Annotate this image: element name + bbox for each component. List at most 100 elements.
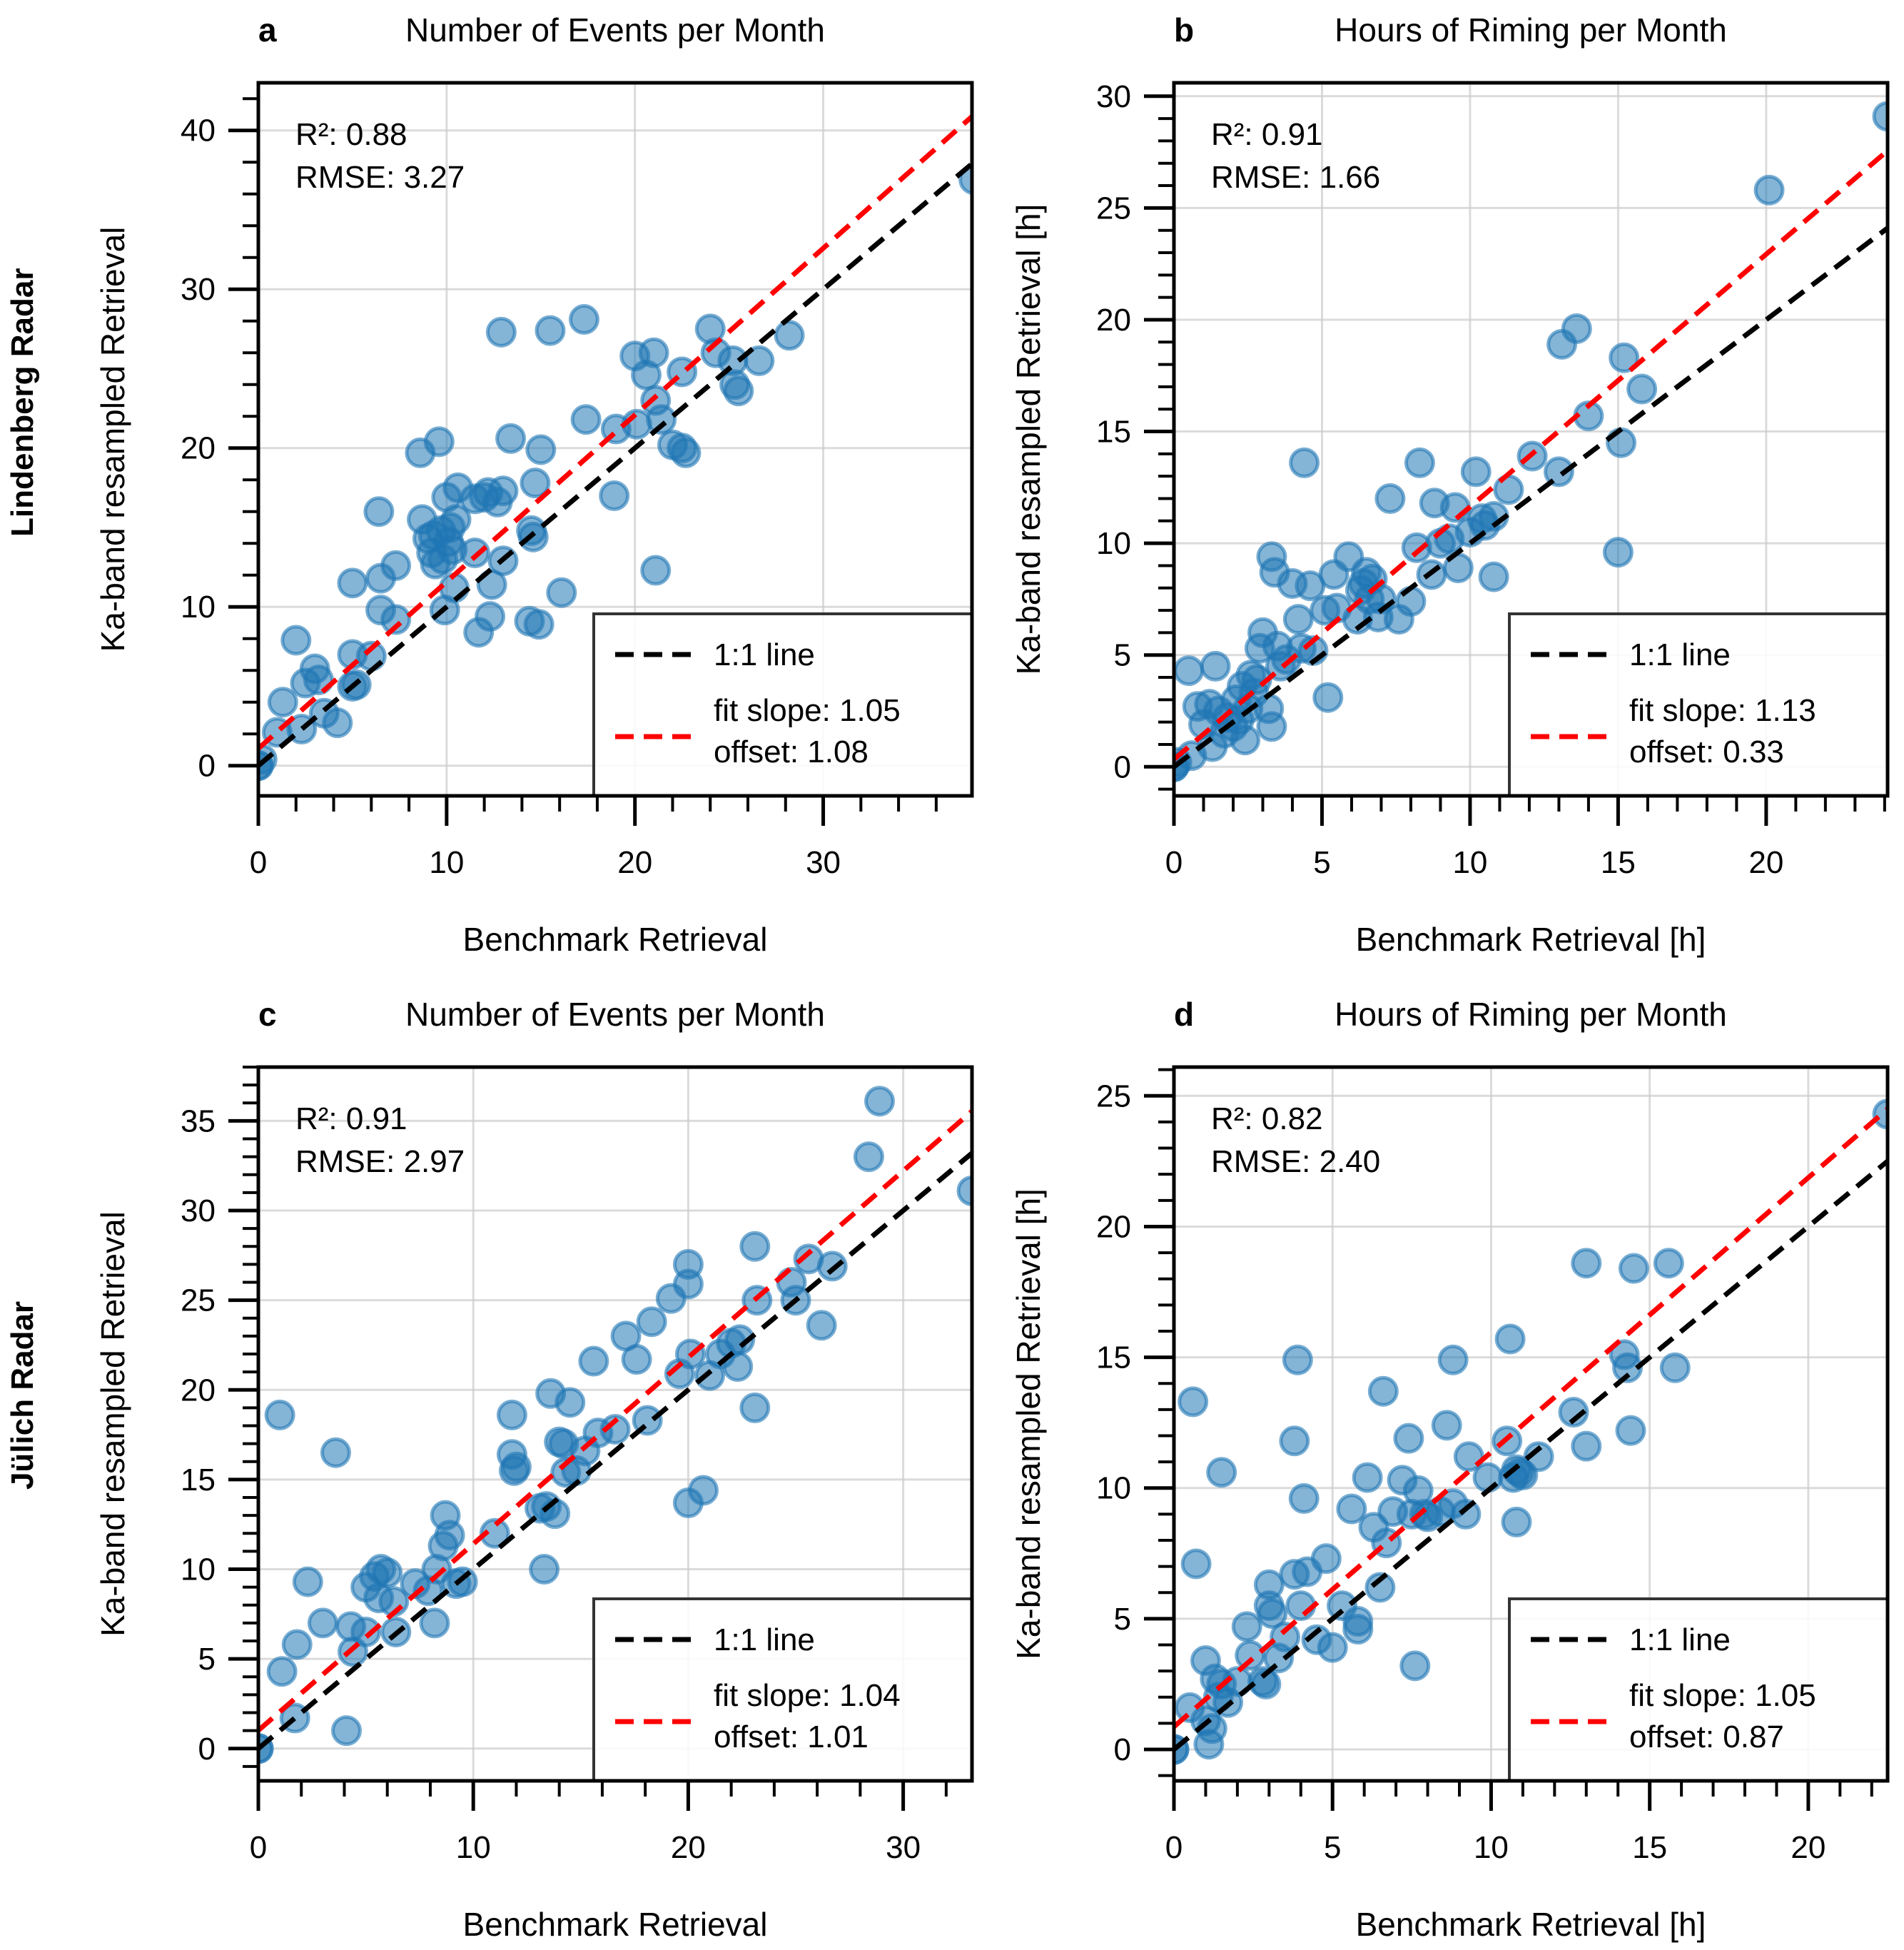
legend-fit-label-1: fit slope: 1.05	[714, 693, 901, 728]
y-tick-label: 25	[1096, 191, 1131, 226]
y-tick-label: 25	[181, 1283, 216, 1318]
data-point	[1395, 586, 1427, 617]
data-point	[853, 1141, 884, 1173]
y-axis-label: Ka-band resampled Retrieval [h]	[1010, 204, 1047, 675]
x-tick-label: 20	[1791, 1830, 1825, 1865]
data-point	[529, 1554, 560, 1585]
data-point	[744, 345, 775, 376]
data-point	[687, 1475, 719, 1506]
data-point	[546, 577, 577, 608]
data-point	[1472, 1462, 1504, 1493]
scatter-points	[1174, 101, 1888, 782]
data-point	[1523, 1441, 1554, 1472]
data-point	[525, 434, 557, 465]
data-point	[266, 1656, 298, 1687]
legend: 1:1 line fit slope: 1.13 offset: 0.33	[1508, 612, 1889, 797]
legend-box	[592, 612, 973, 797]
y-tick-label: 5	[1114, 1602, 1131, 1637]
axes-frame	[1172, 81, 1890, 798]
data-point	[956, 1175, 972, 1206]
data-point	[1317, 1632, 1348, 1663]
y-tick-label: 20	[1096, 1209, 1131, 1244]
data-point	[1282, 604, 1314, 635]
x-axis-label: Benchmark Retrieval	[463, 921, 768, 958]
data-point	[475, 601, 506, 632]
data-point	[1367, 1375, 1399, 1407]
legend-fit-label-2: offset: 1.01	[714, 1719, 869, 1754]
x-tick-label: 15	[1632, 1830, 1667, 1865]
data-point	[638, 337, 669, 368]
data-point	[1282, 1344, 1313, 1375]
reference-lines	[258, 114, 972, 768]
y-axis: 0 5 10 15 20 25	[1096, 1068, 1174, 1777]
y-axis-label: Ka-band resampled Retrieval	[94, 227, 131, 652]
axes-frame	[256, 1065, 974, 1783]
y-tick-label: 30	[181, 272, 216, 307]
r2-label: R²: 0.91	[295, 1101, 407, 1136]
x-tick-label: 10	[1474, 1830, 1509, 1865]
data-point	[1478, 561, 1509, 592]
data-point	[1606, 427, 1637, 458]
data-point	[440, 504, 472, 535]
data-point	[672, 1268, 704, 1300]
fit-line	[258, 1109, 972, 1733]
legend-fit-label-1: fit slope: 1.05	[1629, 1678, 1816, 1713]
data-point	[1543, 456, 1574, 487]
data-point	[380, 604, 412, 635]
data-point	[1289, 447, 1320, 478]
reference-lines	[1174, 1107, 1888, 1752]
data-point	[1235, 1640, 1266, 1671]
data-point	[646, 404, 677, 435]
data-point	[1571, 1430, 1602, 1462]
data-point	[1561, 313, 1592, 344]
y-tick-label: 20	[181, 431, 216, 466]
panel-letter: a	[258, 11, 277, 49]
data-point	[330, 1715, 362, 1747]
data-point	[434, 1520, 465, 1551]
data-point	[459, 537, 490, 569]
data-point	[816, 1251, 848, 1282]
x-tick-label: 0	[250, 1830, 267, 1865]
panel-a: a Number of Events per Month R²: 0.88 RMSE:…	[94, 11, 974, 958]
legend: 1:1 line fit slope: 1.04 offset: 1.01	[592, 1597, 973, 1782]
x-axis: 0 10 20 30	[250, 1781, 948, 1865]
data-point	[363, 496, 395, 527]
data-point	[495, 423, 527, 454]
y-tick-label: 35	[181, 1103, 216, 1138]
x-tick-label: 5	[1324, 1830, 1341, 1865]
data-point	[322, 707, 353, 739]
x-tick-label: 20	[1748, 845, 1783, 880]
data-point	[523, 609, 555, 640]
legend-fit-label-1: fit slope: 1.13	[1629, 693, 1816, 728]
data-point	[1404, 447, 1435, 478]
y-tick-label: 10	[1096, 1471, 1131, 1506]
data-point	[350, 1616, 382, 1647]
legend-one-to-one-label: 1:1 line	[714, 1622, 815, 1657]
y-tick-label: 5	[198, 1642, 216, 1677]
data-point	[723, 375, 754, 407]
x-tick-label: 10	[429, 845, 464, 880]
data-point	[774, 320, 805, 351]
data-point	[1279, 1425, 1310, 1457]
data-point	[555, 1387, 586, 1418]
x-tick-label: 10	[456, 1830, 491, 1865]
y-tick-label: 15	[181, 1462, 216, 1497]
data-point	[640, 555, 672, 586]
data-point	[1364, 1572, 1396, 1603]
reference-lines	[1174, 148, 1888, 769]
y-tick-label: 10	[181, 590, 216, 625]
reference-lines	[258, 1109, 972, 1751]
x-axis-label: Benchmark Retrieval [h]	[1356, 1906, 1706, 1943]
x-tick-label: 0	[1165, 845, 1183, 880]
data-point	[380, 550, 412, 581]
data-point	[1609, 342, 1640, 373]
y-tick-label: 15	[1096, 415, 1131, 450]
data-point	[419, 1607, 450, 1639]
data-point	[1312, 682, 1344, 713]
data-point	[621, 1344, 652, 1375]
data-point	[1437, 1344, 1469, 1375]
y-tick-label: 10	[181, 1552, 216, 1587]
data-point	[1288, 1482, 1320, 1514]
rmse-label: RMSE: 2.97	[295, 1144, 465, 1179]
r2-label: R²: 0.88	[295, 117, 407, 152]
